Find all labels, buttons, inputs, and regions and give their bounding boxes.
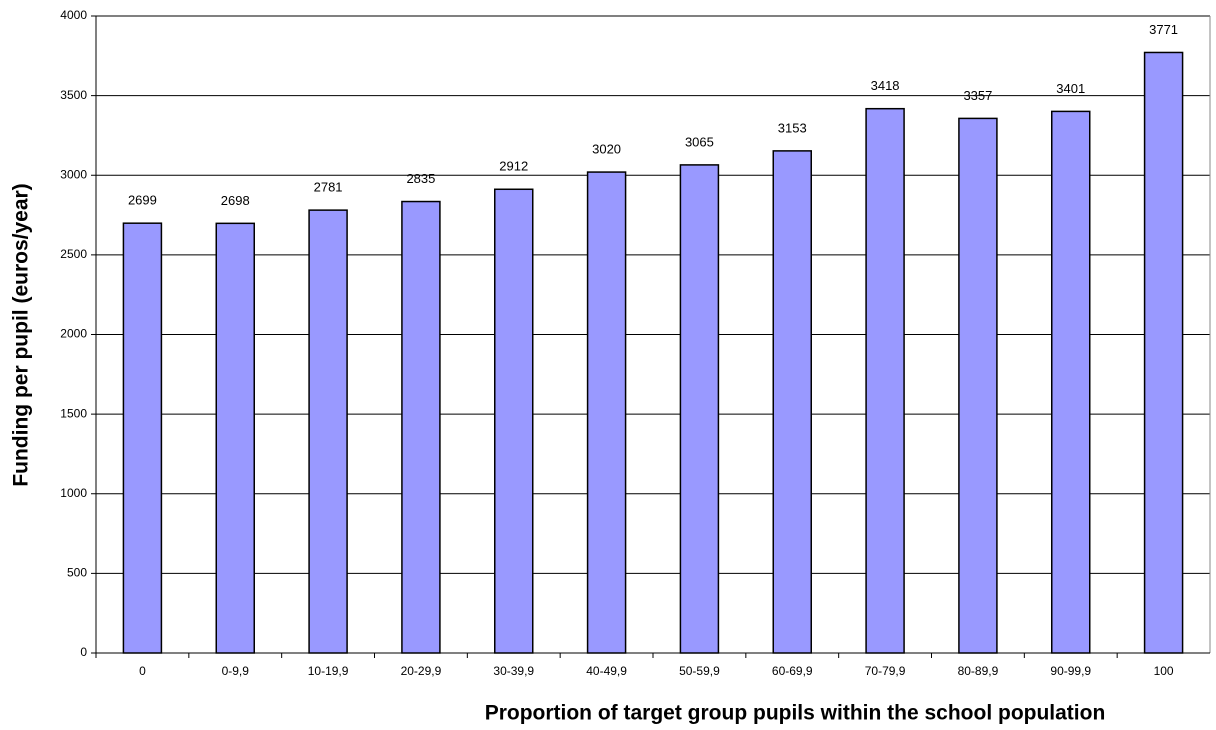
bar [679, 164, 720, 654]
bar [958, 117, 998, 654]
value-label: 3020 [592, 142, 621, 157]
bar [401, 200, 441, 654]
value-label: 3153 [778, 120, 807, 135]
value-label: 3065 [685, 134, 714, 149]
y-tick-label: 3000 [60, 167, 87, 181]
bar [308, 209, 348, 654]
x-tick-label: 80-89,9 [958, 664, 999, 678]
bar [772, 150, 812, 654]
x-tick-label: 20-29,9 [401, 664, 442, 678]
x-tick-label: 50-59,9 [679, 664, 720, 678]
x-tick-label: 100 [1154, 664, 1174, 678]
x-tick-label: 70-79,9 [865, 664, 906, 678]
bar [865, 107, 905, 654]
y-axis-title: Funding per pupil (euros/year) [10, 183, 33, 486]
y-tick-label: 2500 [60, 247, 87, 261]
x-tick-label: 0-9,9 [222, 664, 250, 678]
value-label: 2699 [128, 193, 157, 208]
bar [494, 188, 534, 654]
y-tick-label: 3500 [60, 88, 87, 102]
x-axis-title: Proportion of target group pupils within… [485, 702, 1106, 725]
bar [1143, 51, 1184, 654]
value-label: 3357 [963, 88, 992, 103]
bar [586, 171, 627, 654]
value-label: 2781 [314, 180, 343, 195]
x-tick-label: 0 [139, 664, 146, 678]
y-tick-label: 0 [80, 645, 87, 659]
value-label: 2698 [221, 193, 250, 208]
x-tick-label: 90-99,9 [1050, 664, 1091, 678]
y-tick-label: 4000 [60, 8, 87, 22]
x-tick-label: 60-69,9 [772, 664, 813, 678]
x-tick-label: 10-19,9 [308, 664, 349, 678]
bar [215, 222, 255, 654]
y-tick-label: 500 [67, 566, 87, 580]
y-tick-label: 1000 [60, 486, 87, 500]
y-tick-label: 2000 [60, 327, 87, 341]
bar [1051, 110, 1091, 654]
x-tick-label: 30-39,9 [493, 664, 534, 678]
y-tick-label: 1500 [60, 406, 87, 420]
value-label: 2912 [499, 159, 528, 174]
value-label: 2835 [406, 171, 435, 186]
value-label: 3418 [871, 78, 900, 93]
bar [122, 222, 163, 654]
x-tick-label: 40-49,9 [586, 664, 627, 678]
value-label: 3771 [1149, 22, 1178, 37]
value-label: 3401 [1056, 81, 1085, 96]
